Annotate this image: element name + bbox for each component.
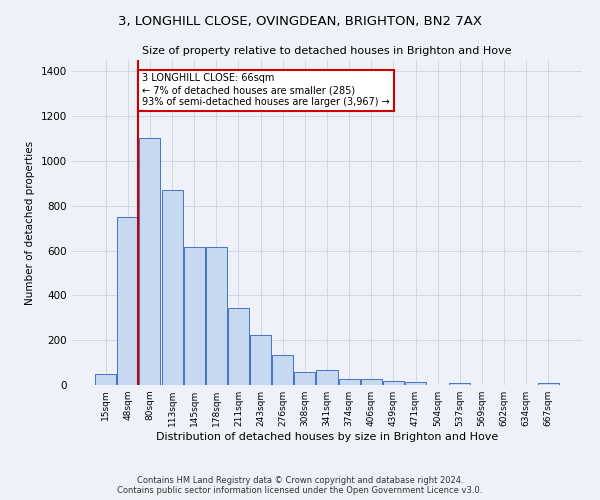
Bar [95, 374, 116, 385]
Bar [228, 308, 249, 385]
Bar [295, 372, 316, 385]
Text: Contains HM Land Registry data © Crown copyright and database right 2024.
Contai: Contains HM Land Registry data © Crown c… [118, 476, 482, 495]
Bar [139, 138, 160, 385]
Bar [449, 383, 470, 385]
Bar [405, 382, 426, 385]
X-axis label: Distribution of detached houses by size in Brighton and Hove: Distribution of detached houses by size … [156, 432, 498, 442]
Bar [383, 380, 404, 385]
Bar [184, 247, 205, 385]
Bar [538, 383, 559, 385]
Bar [361, 380, 382, 385]
Bar [206, 247, 227, 385]
Bar [250, 334, 271, 385]
Bar [272, 354, 293, 385]
Y-axis label: Number of detached properties: Number of detached properties [25, 140, 35, 304]
Bar [316, 370, 338, 385]
Text: 3 LONGHILL CLOSE: 66sqm
← 7% of detached houses are smaller (285)
93% of semi-de: 3 LONGHILL CLOSE: 66sqm ← 7% of detached… [142, 74, 390, 106]
Bar [118, 217, 139, 385]
Bar [338, 380, 359, 385]
Text: 3, LONGHILL CLOSE, OVINGDEAN, BRIGHTON, BN2 7AX: 3, LONGHILL CLOSE, OVINGDEAN, BRIGHTON, … [118, 15, 482, 28]
Title: Size of property relative to detached houses in Brighton and Hove: Size of property relative to detached ho… [142, 46, 512, 56]
Bar [161, 190, 182, 385]
